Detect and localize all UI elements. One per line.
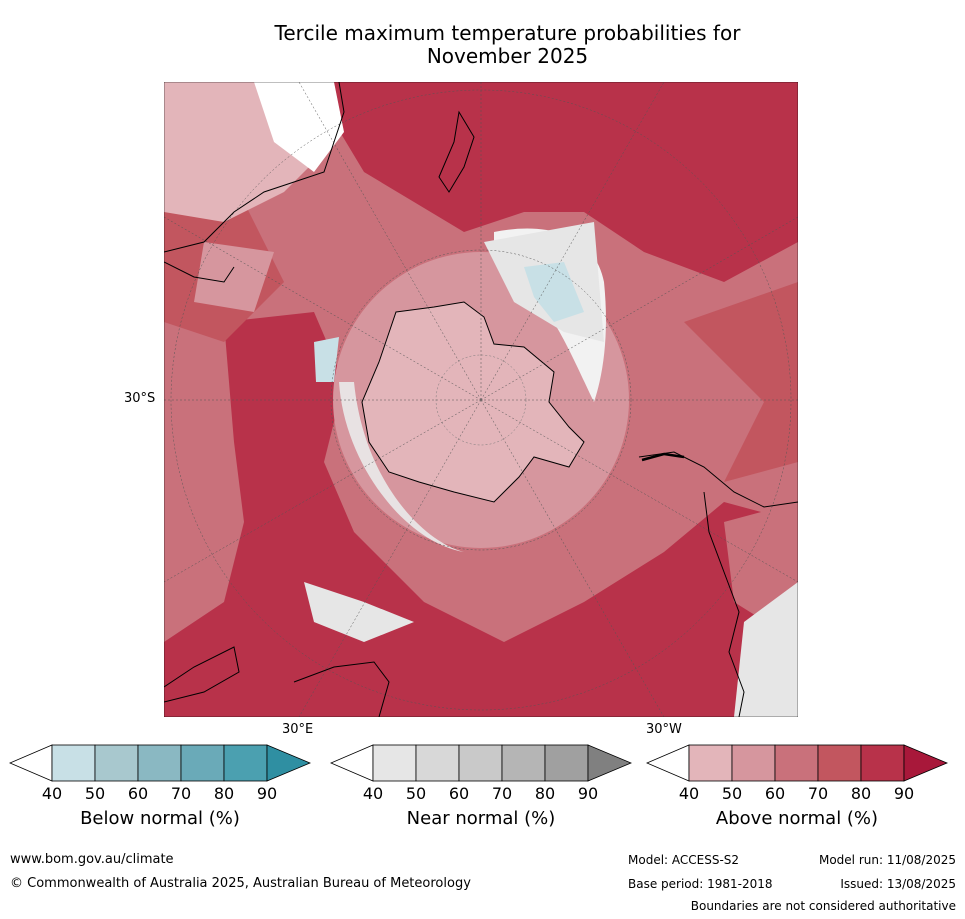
colorbar-near-tick: 40 bbox=[362, 784, 384, 803]
south-america-outline bbox=[638, 451, 798, 717]
above-mid-region bbox=[684, 282, 798, 482]
title-line-1: Tercile maximum temperature probabilitie… bbox=[274, 21, 741, 45]
near-normal-region bbox=[734, 582, 798, 717]
lon-label-30e: 30°E bbox=[282, 722, 314, 737]
colorbar-below-swatch bbox=[51, 744, 96, 782]
colorbar-below-swatch bbox=[180, 744, 225, 782]
colorbar-near-tick: 90 bbox=[577, 784, 599, 803]
colorbar-below-swatch bbox=[94, 744, 139, 782]
colorbar-below-extend-low bbox=[9, 744, 53, 782]
australia-outline bbox=[164, 82, 345, 253]
colorbar-near-swatch bbox=[372, 744, 417, 782]
footer-copyright: © Commonwealth of Australia 2025, Austra… bbox=[10, 876, 471, 891]
colorbar-above-swatch bbox=[817, 744, 862, 782]
colorbar-near bbox=[330, 744, 632, 782]
title-line-2: November 2025 bbox=[426, 44, 589, 68]
colorbar-near-extend-high bbox=[587, 744, 632, 782]
below-normal-patch bbox=[314, 337, 339, 382]
colorbar-below-tick: 80 bbox=[213, 784, 235, 803]
polar-map bbox=[164, 82, 798, 717]
graticule-meridians bbox=[164, 82, 798, 717]
colorbar-below-extend-high bbox=[266, 744, 311, 782]
lon-label-30w: 30°W bbox=[646, 722, 682, 737]
footer-url[interactable]: www.bom.gov.au/climate bbox=[10, 852, 174, 867]
colorbar-near-tick: 50 bbox=[405, 784, 427, 803]
colorbar-above-tick: 60 bbox=[764, 784, 786, 803]
colorbar-near-swatch bbox=[415, 744, 460, 782]
colorbar-below-swatch bbox=[137, 744, 182, 782]
colorbar-below-tick: 90 bbox=[256, 784, 278, 803]
colorbar-below bbox=[9, 744, 311, 782]
colorbar-near-label: Near normal (%) bbox=[406, 808, 556, 829]
map-canvas bbox=[164, 82, 798, 717]
colorbar-near-svg bbox=[330, 744, 632, 782]
colorbar-near-tick: 60 bbox=[448, 784, 470, 803]
above-high-region bbox=[324, 82, 798, 282]
colorbar-below-tick: 60 bbox=[127, 784, 149, 803]
colorbar-above-swatch bbox=[688, 744, 733, 782]
colorbar-above-extend-low bbox=[646, 744, 690, 782]
colorbar-near-tick: 80 bbox=[534, 784, 556, 803]
colorbar-above-tick: 80 bbox=[850, 784, 872, 803]
graticule-circle bbox=[170, 89, 792, 711]
footer-issued: Issued: 13/08/2025 bbox=[840, 877, 956, 891]
near-normal-region bbox=[254, 82, 344, 172]
lat-label-30s: 30°S bbox=[124, 391, 156, 406]
footer-base-period: Base period: 1981-2018 bbox=[628, 877, 773, 891]
colorbar-above-extend-high bbox=[903, 744, 948, 782]
colorbar-above-swatch bbox=[731, 744, 776, 782]
graticule-circle bbox=[330, 249, 632, 551]
south-america-outline bbox=[641, 452, 685, 462]
colorbar-near-swatch bbox=[544, 744, 589, 782]
colorbar-above-tick: 40 bbox=[678, 784, 700, 803]
colorbar-near-extend-low bbox=[330, 744, 374, 782]
antarctica-outline bbox=[361, 301, 585, 503]
colorbar-below-tick: 50 bbox=[84, 784, 106, 803]
colorbar-below-tick: 40 bbox=[41, 784, 63, 803]
colorbar-near-swatch bbox=[501, 744, 546, 782]
colorbar-below-svg bbox=[9, 744, 311, 782]
colorbar-below-tick: 70 bbox=[170, 784, 192, 803]
colorbar-above-tick: 50 bbox=[721, 784, 743, 803]
colorbar-above bbox=[646, 744, 948, 782]
footer-model: Model: ACCESS-S2 bbox=[628, 853, 740, 867]
colorbar-above-tick: 70 bbox=[807, 784, 829, 803]
colorbar-above-tick: 90 bbox=[893, 784, 915, 803]
colorbar-near-swatch bbox=[458, 744, 503, 782]
colorbar-near-tick: 70 bbox=[491, 784, 513, 803]
footer-disclaimer: Boundaries are not considered authoritat… bbox=[690, 899, 956, 913]
new-zealand-outline bbox=[438, 110, 475, 193]
southern-africa-outline bbox=[164, 646, 390, 717]
australia-outline bbox=[164, 261, 235, 283]
colorbar-below-swatch bbox=[223, 744, 268, 782]
colorbar-above-swatch bbox=[860, 744, 905, 782]
chart-title: Tercile maximum temperature probabilitie… bbox=[0, 22, 965, 68]
near-normal-ring bbox=[339, 382, 464, 552]
colorbar-above-label: Above normal (%) bbox=[715, 808, 879, 829]
colorbar-below-label: Below normal (%) bbox=[80, 808, 240, 829]
above-low-region bbox=[194, 242, 274, 312]
colorbar-above-svg bbox=[646, 744, 948, 782]
colorbar-above-swatch bbox=[774, 744, 819, 782]
below-normal-patch bbox=[524, 262, 584, 322]
footer-model-run: Model run: 11/08/2025 bbox=[818, 853, 956, 867]
